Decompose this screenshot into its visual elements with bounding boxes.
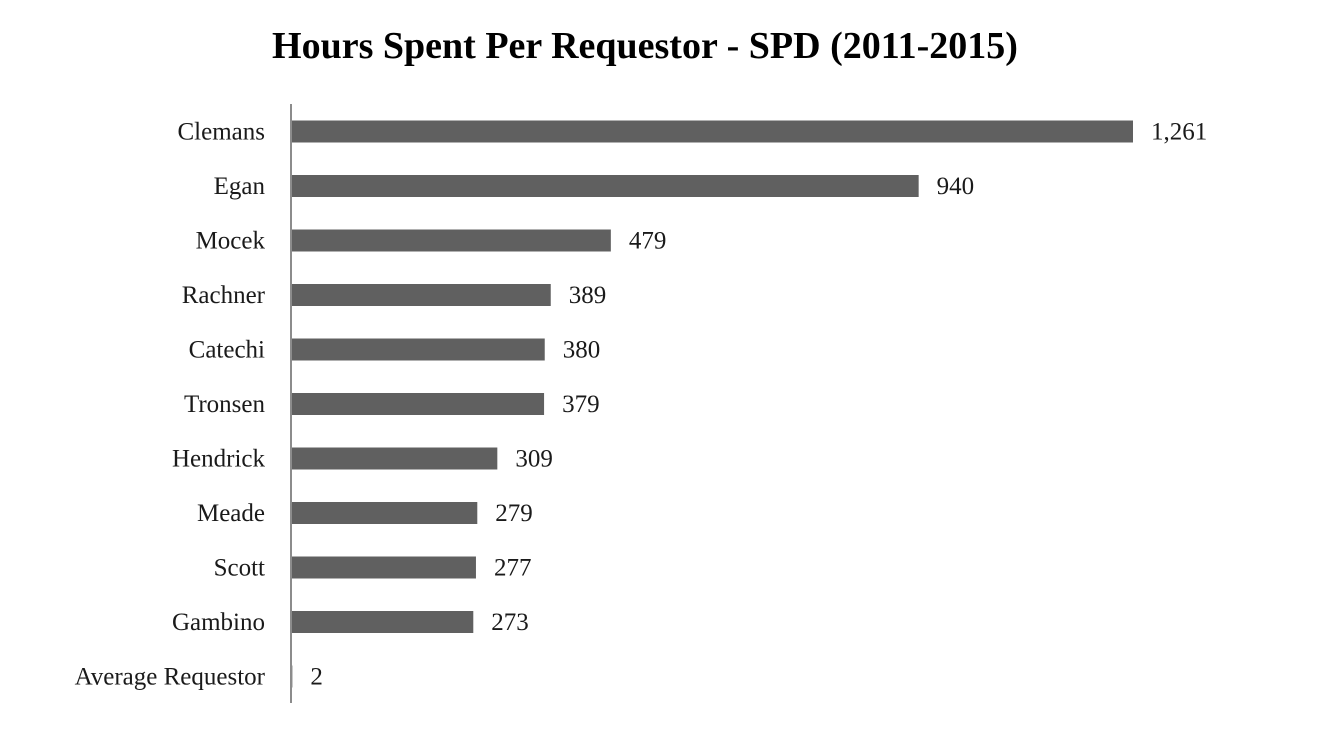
category-label-average-requestor: Average Requestor <box>75 664 266 691</box>
bar-hendrick <box>291 447 498 470</box>
category-label-egan: Egan <box>214 173 266 200</box>
value-label-gambino: 273 <box>491 609 529 636</box>
bar-tronsen <box>291 393 545 415</box>
bars-layer: Clemans 1,261 Egan 940 Mocek 479 Rachner 389 Cat… <box>75 119 1208 691</box>
category-label-catechi: Catechi <box>189 337 265 364</box>
value-label-catechi: 380 <box>563 337 601 364</box>
value-label-rachner: 389 <box>569 282 607 309</box>
bar-egan <box>291 175 919 197</box>
bar-clemans <box>291 120 1133 143</box>
bar-mocek <box>291 229 611 252</box>
bar-meade <box>291 502 478 524</box>
category-label-scott: Scott <box>214 555 265 582</box>
category-label-rachner: Rachner <box>182 282 266 309</box>
bar-rachner <box>291 284 551 306</box>
category-label-mocek: Mocek <box>196 228 266 255</box>
category-label-meade: Meade <box>197 500 265 527</box>
category-label-hendrick: Hendrick <box>172 446 266 473</box>
bar-catechi <box>291 338 545 361</box>
value-label-average-requestor: 2 <box>310 664 323 691</box>
category-label-gambino: Gambino <box>172 609 265 636</box>
value-label-scott: 277 <box>494 555 532 582</box>
value-label-clemans: 1,261 <box>1151 119 1207 146</box>
value-label-tronsen: 379 <box>562 391 600 418</box>
value-label-hendrick: 309 <box>515 446 553 473</box>
bar-scott <box>291 556 476 579</box>
chart-title: Hours Spent Per Requestor - SPD (2011-20… <box>272 25 1018 67</box>
category-label-tronsen: Tronsen <box>184 391 266 418</box>
value-label-egan: 940 <box>937 173 975 200</box>
value-label-meade: 279 <box>495 500 533 527</box>
bar-gambino <box>291 611 474 633</box>
value-label-mocek: 479 <box>629 228 667 255</box>
category-label-clemans: Clemans <box>178 119 266 146</box>
